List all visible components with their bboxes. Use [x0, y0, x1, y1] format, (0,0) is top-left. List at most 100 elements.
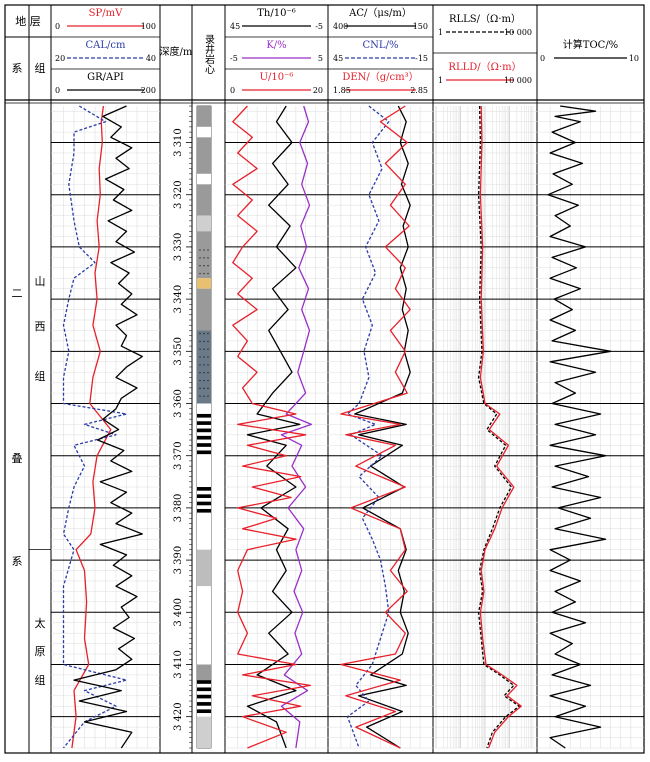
sand-dot [199, 332, 201, 335]
curve-min-label: 400 [333, 22, 348, 31]
curve-min-label: 20 [55, 54, 65, 63]
sand-dot [199, 348, 201, 350]
sand-dot [199, 364, 201, 366]
shanxi-char-2: 西 [35, 320, 46, 333]
depth-tick-label: 3 390 [173, 546, 184, 575]
sand-dot [199, 265, 201, 267]
curve-label: AC/（μs/m） [348, 7, 412, 19]
sand-dot [199, 257, 201, 259]
curve-track1-red [71, 105, 112, 749]
sand-dot [207, 332, 209, 335]
sand-dot [207, 340, 209, 343]
curve-label: GR/API [87, 72, 124, 83]
lithology-band [197, 215, 211, 232]
lithology-band [197, 288, 211, 331]
sand-dot [199, 387, 201, 390]
taiyuan-char-1: 太 [35, 617, 46, 630]
curve-min-label: 0 [55, 22, 60, 31]
curve-min-label: 0 [540, 54, 545, 63]
sand-dot [207, 265, 209, 267]
sand-dot [199, 356, 201, 358]
depth-label: 深度/m [160, 45, 193, 58]
sand-dot [203, 379, 205, 382]
sand-dot [207, 272, 209, 275]
lithology-band [197, 664, 211, 681]
lithology-band [197, 278, 211, 289]
coal-stripe [197, 501, 211, 506]
curve-label: SP/mV [89, 8, 123, 19]
curve-min-label: 45 [230, 22, 240, 31]
curve-track3-red [232, 105, 312, 749]
curve-min-label: 1 [438, 28, 443, 37]
curve-max-label: 200 [141, 86, 156, 95]
coal-stripe [197, 680, 211, 684]
lithology-band [197, 184, 211, 216]
depth-tick-label: 3 400 [173, 598, 184, 627]
curve-track4-black [354, 105, 411, 749]
curve-max-label: 40 [146, 54, 156, 63]
formation-label: 组 [35, 61, 46, 75]
curve-track4-blue [346, 105, 390, 749]
core-label-group: 录井岩心 [203, 34, 215, 74]
sand-dot [203, 249, 205, 251]
coal-stripe [197, 487, 211, 491]
system-char-1: 二 [12, 287, 23, 300]
lithology-band [197, 586, 211, 665]
sand-dot [203, 387, 205, 390]
depth-tick-label: 3 360 [173, 389, 184, 418]
grid-layer [51, 106, 644, 749]
lithology-band [197, 126, 211, 138]
curve-max-label: -15 [415, 54, 428, 63]
sand-dot [199, 395, 201, 397]
curve-track1-black [73, 105, 143, 749]
curve-label: RLLS/（Ω·m） [449, 13, 521, 25]
curve-min-label: 0 [230, 86, 235, 95]
curve-max-label: 10 000 [504, 28, 532, 37]
curve-label: Th/10⁻⁶ [257, 8, 296, 19]
curve-label: 计算TOC/% [563, 38, 618, 51]
lithology-band [197, 330, 211, 404]
curve-label: U/10⁻⁶ [260, 72, 294, 83]
lithology-band [197, 549, 211, 587]
shanxi-char-1: 山 [35, 275, 46, 288]
coal-stripe [197, 694, 211, 699]
sand-dot [207, 364, 209, 366]
coal-stripe [197, 494, 211, 498]
coal-stripe [197, 450, 211, 455]
curve-max-label: 20 [313, 86, 323, 95]
curve-max-label: 2.85 [410, 86, 428, 95]
depth-tick-label: 3 420 [173, 702, 184, 731]
curve-track6-black [547, 105, 612, 749]
depth-tick-label: 3 330 [173, 233, 184, 262]
sand-dot [207, 379, 209, 382]
sand-dot [203, 395, 205, 397]
sand-dot [203, 356, 205, 358]
coal-stripe [197, 421, 211, 425]
coal-stripe [197, 709, 211, 714]
lithology-band [197, 106, 211, 127]
sand-dot [207, 387, 209, 390]
depth-tick-label: 3 410 [173, 650, 184, 679]
depth-axis: 3 310 3 320 3 330 3 340 3 350 3 360 3 370 3 380… [173, 105, 192, 749]
curve-min-label: 1 [438, 76, 443, 85]
lithology-band [197, 716, 211, 748]
coal-stripe [197, 702, 211, 706]
sand-dot [207, 348, 209, 350]
sand-dot [203, 332, 205, 335]
curve-max-label: 5 [318, 54, 323, 63]
sand-dot [203, 348, 205, 350]
lithology-band [197, 403, 211, 550]
system-char-3: 系 [12, 555, 23, 568]
lithology-column [196, 105, 212, 749]
curve-label: CAL/cm [86, 40, 126, 51]
coal-stripe [197, 443, 211, 447]
sand-dot [199, 249, 201, 251]
curve-min-label: -5 [230, 54, 238, 63]
curve-track3-purple [280, 105, 313, 749]
sand-dot [199, 372, 201, 374]
coal-stripe [197, 413, 211, 418]
curve-max-label: 100 [141, 22, 156, 31]
curve-max-label: 10 [629, 54, 639, 63]
